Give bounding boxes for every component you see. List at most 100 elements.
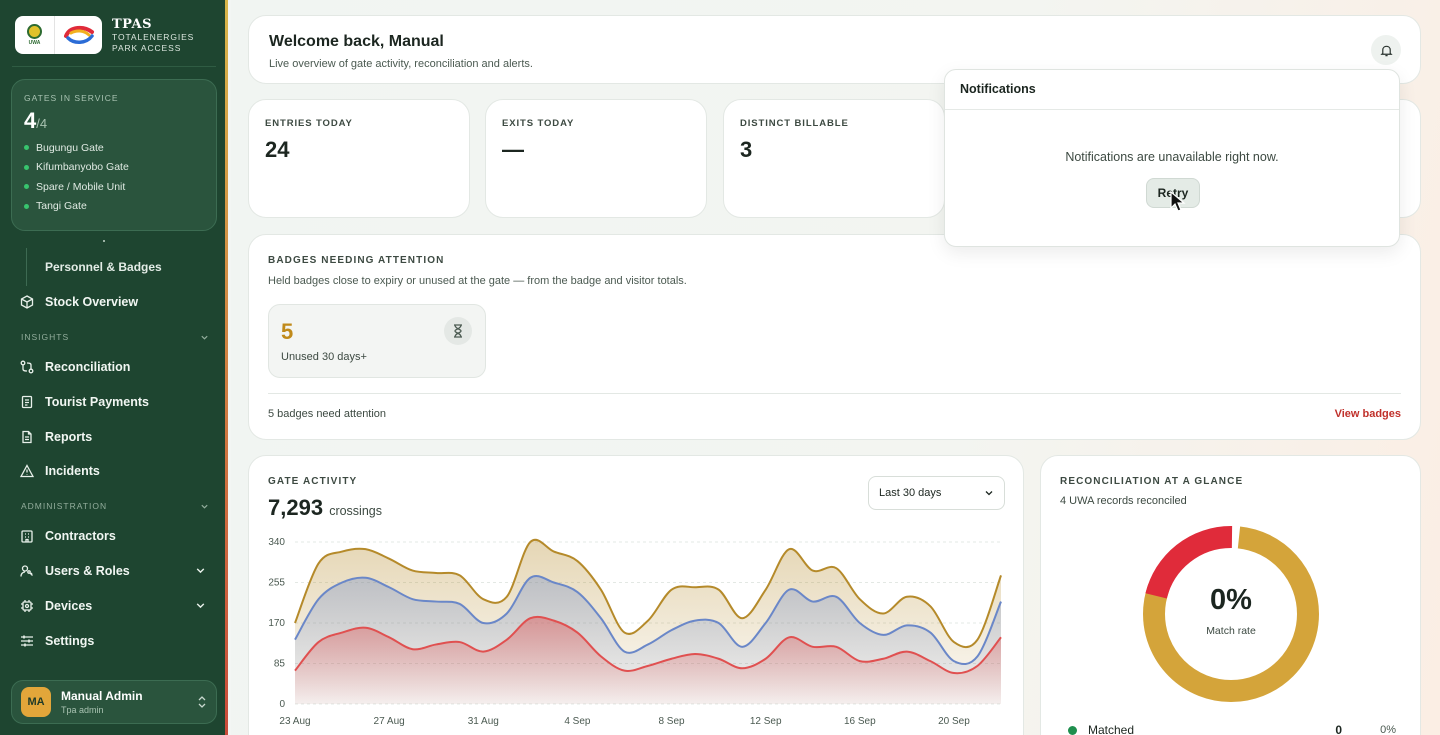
section-insights[interactable]: INSIGHTS	[21, 332, 209, 342]
nav-item-incidents[interactable]: Incidents	[20, 459, 210, 483]
stat-entries-today: ENTRIES TODAY 24	[248, 99, 470, 218]
nav-tree-line	[26, 248, 27, 286]
stat-value: —	[502, 137, 524, 162]
x-tick-label: 20 Sep	[938, 716, 970, 727]
badges-footer: 5 badges need attention	[268, 408, 387, 420]
sliders-icon	[20, 634, 34, 648]
crossings-total: 7,293 crossings	[268, 495, 382, 520]
chevron-down-icon	[201, 504, 208, 509]
uwa-logo: UWA	[15, 16, 55, 54]
series-line	[294, 615, 1002, 675]
status-dot-icon	[24, 203, 29, 209]
x-tick-label: 31 Aug	[468, 716, 499, 727]
legend-row-matched: Matched 0 0%	[1068, 723, 1396, 735]
gates-count: 4/4	[24, 108, 48, 133]
x-tick-label: 16 Sep	[844, 716, 876, 727]
series-area	[295, 616, 1001, 704]
section-administration[interactable]: ADMINISTRATION	[21, 501, 209, 511]
chevron-down-icon	[201, 335, 208, 340]
building-icon	[20, 529, 34, 543]
nav-item-settings[interactable]: Settings	[20, 629, 210, 653]
unused-badges-tile[interactable]: 5 Unused 30 days+	[268, 304, 486, 378]
mouse-cursor-icon	[1170, 191, 1186, 212]
page-title: Welcome back, Manual	[269, 33, 444, 50]
gates-in-service-card: GATES IN SERVICE 4/4 Bugungu Gate Kifumb…	[11, 79, 217, 231]
divider	[268, 393, 1401, 394]
chevron-down-icon	[196, 568, 205, 574]
x-tick-label: 23 Aug	[279, 716, 310, 727]
badge-caption: Unused 30 days+	[281, 351, 367, 363]
nav-item-reports[interactable]: Reports	[20, 425, 210, 449]
stat-value: 3	[740, 137, 753, 162]
stat-distinct-billable: DISTINCT BILLABLE 3	[723, 99, 945, 218]
user-role: Tpa admin	[61, 705, 104, 715]
document-icon	[20, 430, 34, 444]
stat-label: DISTINCT BILLABLE	[740, 118, 849, 129]
gate-item: Spare / Mobile Unit	[24, 177, 204, 197]
chevron-updown-icon	[198, 696, 206, 708]
x-tick-label: 4 Sep	[564, 716, 591, 727]
stat-value: 24	[265, 137, 290, 162]
nav-item-users-roles[interactable]: Users & Roles	[20, 559, 210, 583]
chevron-down-icon	[985, 491, 993, 496]
page-subtitle: Live overview of gate activity, reconcil…	[269, 58, 533, 70]
donut-segment-unmatched	[1143, 526, 1319, 702]
bell-icon	[1379, 45, 1393, 56]
section-description: Held badges close to expiry or unused at…	[268, 275, 687, 287]
range-select[interactable]: Last 30 days	[868, 476, 1005, 510]
notifications-button[interactable]	[1371, 35, 1401, 65]
stat-exits-today: EXITS TODAY —	[485, 99, 707, 218]
match-rate-donut	[1143, 526, 1319, 702]
totalenergies-logo	[55, 24, 102, 46]
avatar: MA	[21, 687, 51, 717]
gate-item: Tangi Gate	[24, 197, 204, 217]
series-line	[294, 538, 1002, 649]
stat-label: ENTRIES TODAY	[265, 118, 353, 129]
chip-icon	[20, 599, 34, 613]
gate-activity-chart: 0 85 170 255 340 23 Aug 27 Aug 31 Aug 4 Sep 8 Sep…	[268, 537, 1002, 727]
x-tick-label: 12 Sep	[750, 716, 782, 727]
view-badges-link[interactable]: View badges	[1334, 408, 1401, 420]
user-key-icon	[20, 564, 34, 578]
match-rate-caption: Match rate	[1206, 625, 1256, 637]
gate-item: Bugungu Gate	[24, 138, 204, 158]
brand-title: TPAS	[112, 16, 152, 32]
y-tick-label: 85	[274, 659, 286, 670]
status-dot-icon	[24, 184, 29, 190]
nav-item-contractors[interactable]: Contractors	[20, 524, 210, 548]
user-name: Manual Admin	[61, 689, 143, 703]
section-title: RECONCILIATION AT A GLANCE	[1060, 476, 1244, 487]
logo-box: UWA	[15, 16, 102, 54]
git-compare-icon	[20, 360, 34, 374]
y-tick-label: 340	[268, 537, 285, 548]
donut-segment-other	[1143, 526, 1319, 702]
brand[interactable]: UWA TPAS TOTALENERGIES PARK ACCESS	[15, 16, 194, 54]
gate-list: Bugungu Gate Kifumbanyobo Gate Spare / M…	[24, 138, 204, 216]
nav-item-tourist-payments[interactable]: Tourist Payments	[20, 390, 210, 414]
status-dot-icon	[24, 145, 29, 151]
brand-sub-1: TOTALENERGIES	[112, 31, 195, 42]
badge-count: 5	[281, 319, 294, 344]
y-tick-label: 170	[268, 618, 285, 629]
gates-label: GATES IN SERVICE	[24, 93, 119, 103]
chevron-down-icon	[196, 603, 205, 609]
notifications-message: Notifications are unavailable right now.	[1065, 150, 1279, 164]
user-menu[interactable]: MA Manual Admin Tpa admin	[11, 680, 217, 724]
box-icon	[20, 295, 34, 309]
gate-item: Kifumbanyobo Gate	[24, 158, 204, 178]
status-dot-icon	[24, 164, 29, 170]
brand-sub-2: PARK ACCESS	[112, 42, 182, 53]
badges-attention-card: BADGES NEEDING ATTENTION Held badges clo…	[248, 234, 1421, 440]
nav-item-reconciliation[interactable]: Reconciliation	[20, 355, 210, 379]
section-title: BADGES NEEDING ATTENTION	[268, 255, 445, 266]
nav-item-personnel-badges[interactable]: Personnel & Badges	[45, 260, 162, 274]
x-tick-label: 8 Sep	[658, 716, 685, 727]
nav-item-devices[interactable]: Devices	[20, 594, 210, 618]
divider	[12, 66, 216, 67]
hourglass-icon	[444, 317, 472, 345]
nav-item-stock-overview[interactable]: Stock Overview	[20, 290, 210, 314]
match-rate-value: 0%	[1210, 584, 1252, 616]
sidebar: UWA TPAS TOTALENERGIES PARK ACCESS GATES…	[0, 0, 228, 735]
popover-title: Notifications	[945, 70, 1399, 110]
section-title: GATE ACTIVITY	[268, 476, 358, 487]
